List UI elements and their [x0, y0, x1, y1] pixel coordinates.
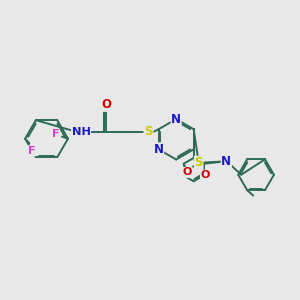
Text: F: F	[28, 146, 35, 156]
Text: O: O	[201, 170, 210, 180]
Text: N: N	[171, 112, 181, 126]
Text: S: S	[194, 156, 203, 169]
Text: O: O	[101, 98, 111, 111]
Text: F: F	[52, 129, 59, 139]
Text: N: N	[221, 155, 231, 168]
Text: NH: NH	[72, 127, 91, 136]
Text: O: O	[183, 167, 192, 177]
Text: N: N	[154, 143, 164, 156]
Text: S: S	[144, 125, 153, 138]
